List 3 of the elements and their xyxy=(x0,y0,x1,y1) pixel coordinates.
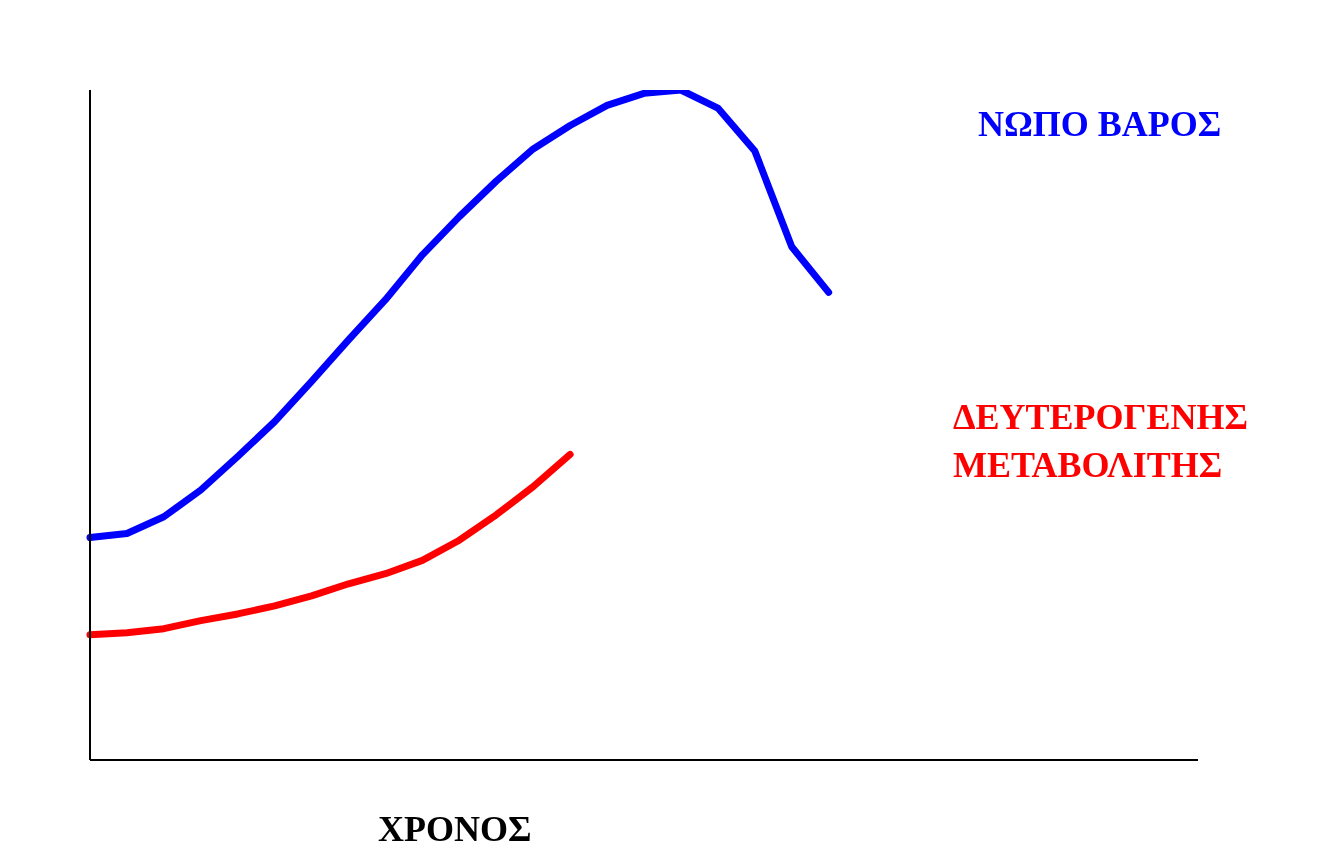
text: ΝΩΠΟ ΒΑΡΟΣ xyxy=(978,103,1223,146)
text: ΔΕΥΤΕΡΟΓΕΝΗΣ ΜΕΤΑΒΟΛΙΤΗΣ xyxy=(953,396,1250,487)
x-axis-title: ΧΡΟΝΟΣ xyxy=(378,808,532,850)
